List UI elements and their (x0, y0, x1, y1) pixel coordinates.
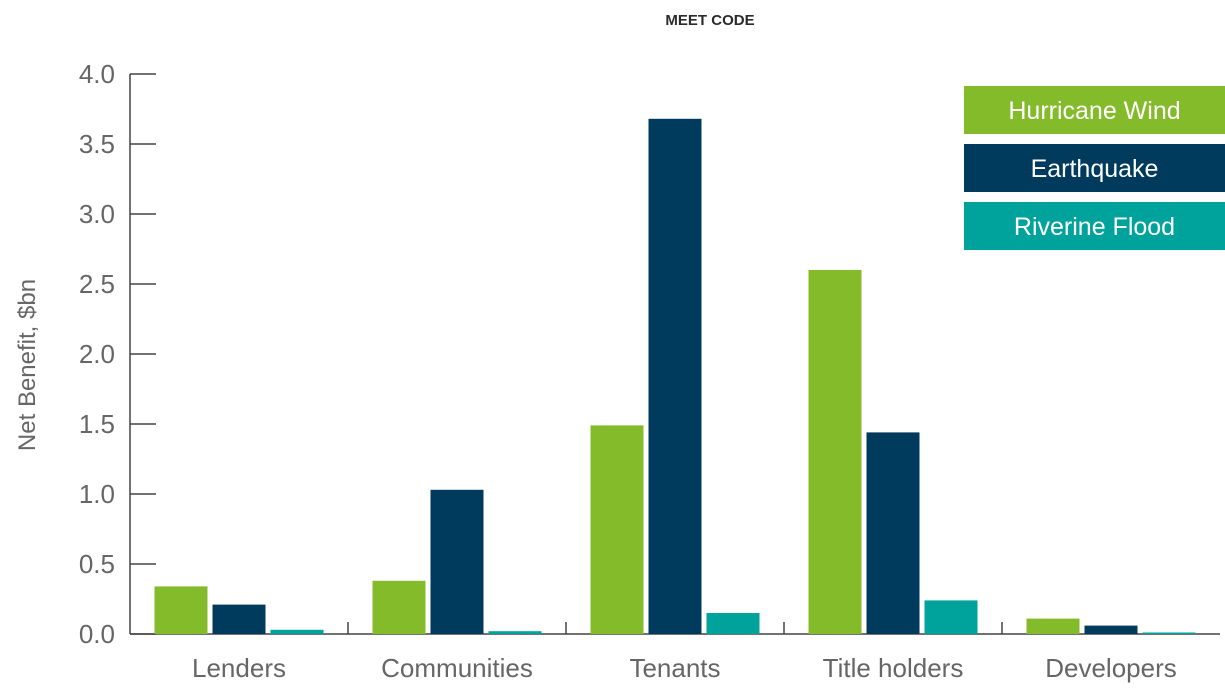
x-ticks: Lenders Communities Tenants Title holders De… (192, 622, 1177, 683)
x-tick-label: Title holders (823, 653, 964, 683)
x-tick-label: Tenants (629, 653, 720, 683)
legend-label: Earthquake (1031, 155, 1159, 183)
y-tick-label: 3.5 (79, 129, 115, 159)
bar (1142, 632, 1196, 634)
chart-title: MEET CODE (665, 12, 754, 29)
y-ticks: 0.0 0.5 1.0 1.5 2.0 2.5 3.0 3.5 4.0 (79, 59, 156, 649)
y-tick-label: 3.0 (79, 199, 115, 229)
legend: Hurricane Wind Earthquake Riverine Flood (964, 86, 1225, 250)
y-tick-label: 2.5 (79, 269, 115, 299)
bar (154, 586, 208, 634)
bar (1084, 625, 1138, 634)
x-tick-label: Lenders (192, 653, 286, 683)
legend-swatch (964, 144, 1225, 192)
y-axis-label: Net Benefit, $bn (14, 279, 41, 451)
bar (372, 580, 426, 634)
legend-label: Riverine Flood (1014, 213, 1175, 241)
bar (212, 604, 266, 634)
y-tick-label: 4.0 (79, 59, 115, 89)
bar (706, 613, 760, 634)
x-tick-label: Communities (381, 653, 533, 683)
bar (808, 270, 862, 634)
y-tick-label: 1.0 (79, 479, 115, 509)
bar (590, 425, 644, 634)
bar (270, 629, 324, 634)
bars (154, 118, 1196, 635)
bar (430, 489, 484, 634)
bar (866, 432, 920, 634)
bar (924, 600, 978, 634)
y-tick-label: 2.0 (79, 339, 115, 369)
y-tick-label: 0.0 (79, 619, 115, 649)
legend-swatch (964, 86, 1225, 134)
legend-label: Hurricane Wind (1008, 97, 1180, 125)
bar (648, 118, 702, 635)
y-tick-label: 1.5 (79, 409, 115, 439)
x-tick-label: Developers (1045, 653, 1177, 683)
y-tick-label: 0.5 (79, 549, 115, 579)
legend-swatch (964, 202, 1225, 250)
bar (488, 631, 542, 634)
bar (1026, 618, 1080, 634)
